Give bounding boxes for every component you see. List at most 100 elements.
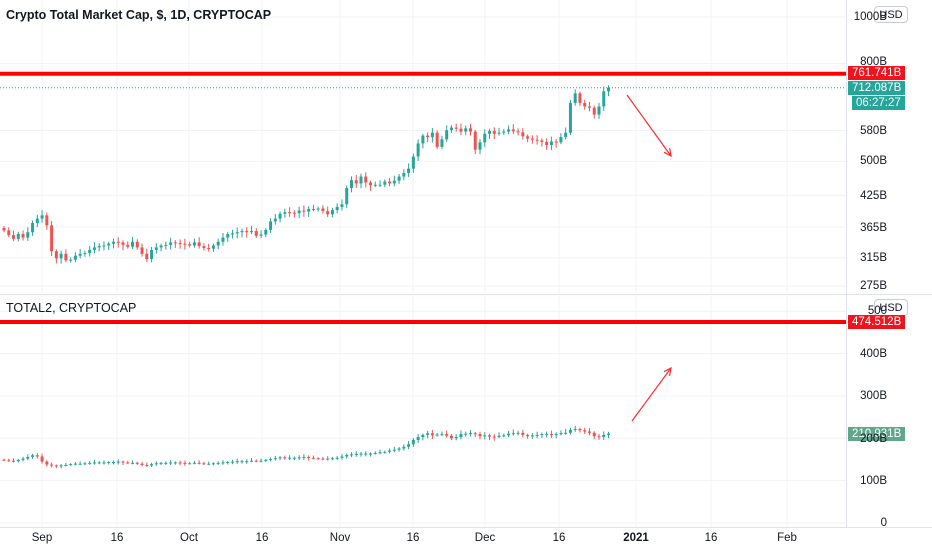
top-currency-button[interactable]: USD — [874, 6, 908, 23]
bottom-candle — [388, 450, 392, 452]
bottom-candle — [273, 458, 277, 460]
bottom-candle — [154, 463, 158, 465]
top-candle — [35, 218, 39, 224]
bottom-candle — [16, 459, 20, 462]
x-tick-label: 16 — [110, 532, 124, 544]
x-tick-label: 16 — [406, 532, 420, 544]
top-candle — [583, 102, 587, 107]
bottom-candle — [111, 462, 115, 464]
top-candle — [521, 132, 525, 137]
top-candle — [364, 176, 368, 183]
top-candle — [116, 241, 120, 243]
top-candle — [540, 140, 544, 142]
top-candle — [307, 208, 311, 212]
bottom-y-tick-label: 300B — [860, 390, 887, 402]
top-candle — [473, 131, 477, 150]
bottom-candle — [373, 453, 377, 455]
top-candle — [587, 106, 591, 108]
top-candle — [607, 87, 611, 92]
bottom-candle — [597, 436, 601, 438]
bottom-chart-title: TOTAL2, CRYPTOCAP — [6, 301, 137, 315]
top-candle — [354, 180, 358, 184]
x-tick-label: 16 — [704, 532, 718, 544]
top-candle — [402, 172, 406, 177]
top-candle — [140, 247, 144, 254]
top-candle — [507, 129, 511, 132]
top-candle — [216, 241, 220, 246]
bottom-candle — [359, 453, 363, 455]
top-candle — [107, 243, 111, 246]
bottom-candle — [54, 465, 58, 467]
top-candle — [21, 233, 25, 238]
top-candle — [602, 91, 606, 107]
bottom-candle — [316, 458, 320, 460]
top-candle — [297, 210, 301, 214]
top-candle — [92, 247, 96, 250]
bottom-candle — [40, 456, 44, 462]
top-candle — [416, 143, 420, 157]
top-candle — [549, 141, 553, 146]
x-tick-label: Dec — [474, 532, 496, 544]
top-candle — [211, 245, 215, 249]
bottom-candle — [502, 435, 506, 437]
bottom-candle — [473, 433, 477, 435]
bottom-y-tick-label: 0 — [880, 517, 887, 529]
top-candle — [40, 215, 44, 219]
bottom-candle — [183, 462, 187, 464]
top-candle — [240, 231, 244, 233]
bottom-candle — [492, 436, 496, 438]
top-candle — [150, 249, 154, 260]
bottom-candle — [435, 434, 439, 436]
top-candle — [145, 253, 149, 260]
bottom-candle — [397, 448, 401, 450]
bottom-candle — [116, 461, 120, 463]
top-candle — [397, 176, 401, 181]
top-candle — [526, 136, 530, 139]
x-tick-label: 2021 — [623, 532, 649, 544]
top-y-tick-label: 425B — [860, 190, 887, 202]
bottom-candle — [97, 462, 101, 464]
top-candle — [321, 208, 325, 212]
bottom-candle — [12, 460, 16, 462]
bottom-candle — [321, 458, 325, 460]
bottom-candle — [83, 463, 87, 465]
bottom-candle — [173, 462, 177, 464]
top-candle — [126, 244, 130, 247]
top-candle — [7, 230, 11, 236]
bottom-candle — [288, 457, 292, 459]
bottom-candle — [326, 458, 330, 460]
top-candle — [530, 138, 534, 140]
bottom-candle — [192, 462, 196, 464]
bottom-candle — [302, 456, 306, 458]
top-candle — [492, 130, 496, 134]
top-candle — [383, 181, 387, 185]
top-candle — [292, 212, 296, 214]
level-lines — [0, 71, 846, 325]
bottom-candle — [230, 461, 234, 463]
top-candle — [535, 139, 539, 141]
bottom-candle — [592, 432, 596, 437]
bottom-candle — [459, 434, 463, 438]
bottom-candle — [2, 459, 6, 461]
bottom-resistance-tag: 474.512B — [848, 315, 906, 329]
top-candle — [378, 184, 382, 186]
bottom-candle — [88, 462, 92, 464]
bottom-candle — [73, 463, 77, 465]
top-candle — [226, 233, 230, 238]
bottom-candle — [311, 457, 315, 459]
down-arrow-head — [663, 148, 672, 158]
bottom-candle — [535, 434, 539, 436]
bottom-candle — [545, 434, 549, 436]
bottom-candle — [207, 463, 211, 465]
bottom-candle — [226, 462, 230, 464]
bottom-candle — [507, 433, 511, 436]
bottom-candle — [407, 444, 411, 447]
bottom-candle — [7, 460, 11, 462]
bottom-candle — [540, 434, 544, 436]
top-candle — [464, 128, 468, 132]
bottom-candle — [26, 456, 30, 459]
x-tick-label: Sep — [31, 532, 53, 544]
top-candle — [459, 128, 463, 132]
top-candle — [269, 221, 273, 230]
